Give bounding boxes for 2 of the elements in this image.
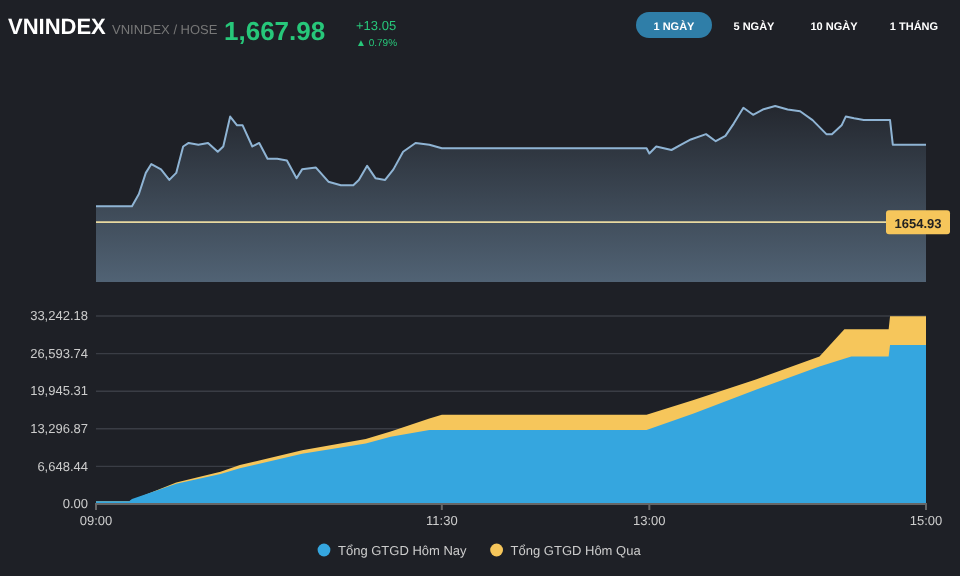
text: 1,667.98 — [224, 16, 326, 46]
chart-title: VNINDEX — [8, 16, 108, 40]
